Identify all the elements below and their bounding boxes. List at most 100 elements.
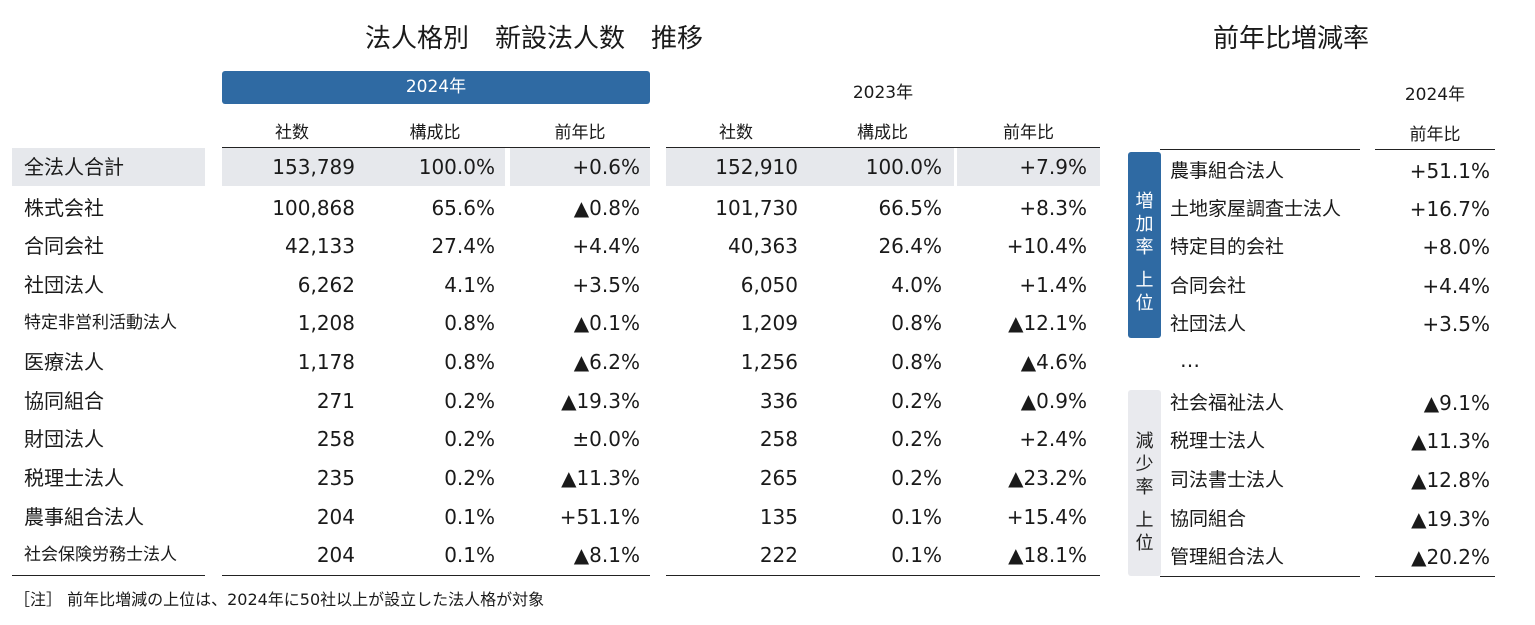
decrease-rank-name: 社会福祉法人 — [1170, 392, 1285, 414]
cell-count-2024: 235 — [316, 466, 355, 490]
increase-rank-name: 農事組合法人 — [1170, 160, 1285, 182]
row-name: 協同組合 — [24, 389, 104, 413]
cell-count-2024: 1,178 — [297, 350, 355, 374]
cell-count-2023: 6,050 — [740, 273, 798, 297]
main-title: 法人格別 新設法人数 推移 — [365, 24, 704, 54]
total-row-shade-2023b — [957, 148, 1100, 186]
cell-count-2024: 42,133 — [285, 234, 355, 258]
col-header-share-2024: 構成比 — [409, 123, 461, 143]
cell-share-2023: 0.1% — [891, 543, 942, 567]
cell-share-2023: 100.0% — [865, 155, 942, 179]
cell-share-2024: 27.4% — [431, 234, 495, 258]
col-header-count-2023: 社数 — [719, 123, 753, 143]
cell-yoy-2024: ▲11.3% — [561, 466, 640, 490]
cell-share-2023: 0.2% — [891, 466, 942, 490]
cell-count-2024: 1,208 — [297, 311, 355, 335]
cell-count-2023: 258 — [759, 427, 798, 451]
decrease-rank-label-text: 減少率上位 — [1135, 431, 1154, 554]
decrease-rank-name: 協同組合 — [1170, 508, 1247, 530]
row-name: 財団法人 — [24, 427, 104, 451]
table-row: 医療法人 1,178 0.8% ▲6.2% 1,256 0.8% ▲4.6% — [0, 343, 1535, 381]
cell-share-2023: 0.8% — [891, 311, 942, 335]
cell-yoy-2024: +51.1% — [559, 505, 640, 529]
ranking-year-header: 2024年 — [1404, 85, 1466, 105]
increase-rank-value: +3.5% — [1422, 312, 1490, 336]
total-row-shade-name — [12, 148, 205, 186]
total-row-shade-2024b — [510, 148, 650, 186]
total-row-shade-2023a — [666, 148, 954, 186]
cell-yoy-2023: +8.3% — [1019, 196, 1087, 220]
cell-share-2024: 0.2% — [444, 389, 495, 413]
cell-count-2023: 152,910 — [715, 155, 798, 179]
year-2023-header: 2023年 — [852, 83, 914, 103]
bottom-rule-2024 — [222, 575, 650, 576]
table-row: 社会保険労務士法人 204 0.1% ▲8.1% 222 0.1% ▲18.1% — [0, 536, 1535, 574]
cell-yoy-2024: ▲6.2% — [573, 350, 640, 374]
cell-count-2024: 6,262 — [297, 273, 355, 297]
bottom-rule-2023 — [666, 575, 1100, 576]
bottom-rule-ranking-name — [1160, 576, 1360, 577]
row-name: 社団法人 — [24, 273, 104, 297]
cell-yoy-2023: +1.4% — [1019, 273, 1087, 297]
cell-share-2023: 26.4% — [878, 234, 942, 258]
cell-count-2023: 265 — [759, 466, 798, 490]
cell-share-2023: 0.2% — [891, 427, 942, 451]
increase-rank-value: +4.4% — [1422, 274, 1490, 298]
decrease-rank-value: ▲19.3% — [1411, 507, 1490, 531]
decrease-rank-name: 管理組合法人 — [1170, 546, 1285, 568]
increase-rank-name: 特定目的会社 — [1170, 236, 1285, 258]
col-header-yoy-2023: 前年比 — [1003, 123, 1054, 143]
decrease-rank-label: 減少率上位 — [1128, 390, 1161, 576]
decrease-rank-value: ▲11.3% — [1411, 429, 1490, 453]
cell-yoy-2024: +4.4% — [572, 234, 640, 258]
total-row-shade-2024a — [222, 148, 505, 186]
decrease-rank-value: ▲20.2% — [1411, 545, 1490, 569]
row-name: 全法人合計 — [24, 155, 124, 179]
bottom-rule-ranking-value — [1375, 576, 1495, 577]
cell-share-2024: 0.8% — [444, 311, 495, 335]
cell-count-2023: 1,209 — [740, 311, 798, 335]
cell-share-2024: 65.6% — [431, 196, 495, 220]
footnote: ［注］ 前年比増減の上位は、2024年に50社以上が設立した法人格が対象 — [14, 590, 545, 609]
decrease-rank-name: 税理士法人 — [1170, 430, 1266, 452]
decrease-rank-value: ▲12.8% — [1411, 468, 1490, 492]
cell-yoy-2024: ±0.0% — [572, 427, 640, 451]
row-name: 合同会社 — [24, 234, 104, 258]
increase-rank-name: 土地家屋調査士法人 — [1170, 198, 1342, 220]
ranking-ellipsis: … — [1180, 348, 1200, 372]
cell-yoy-2023: +2.4% — [1019, 427, 1087, 451]
row-name: 特定非営利活動法人 — [24, 313, 177, 333]
cell-yoy-2024: +3.5% — [572, 273, 640, 297]
cell-share-2024: 4.1% — [444, 273, 495, 297]
cell-share-2023: 4.0% — [891, 273, 942, 297]
cell-yoy-2023: +15.4% — [1006, 505, 1087, 529]
table-row: 農事組合法人 204 0.1% +51.1% 135 0.1% +15.4% — [0, 498, 1535, 536]
cell-share-2024: 0.8% — [444, 350, 495, 374]
row-name: 税理士法人 — [24, 466, 124, 490]
col-header-share-2023: 構成比 — [857, 123, 908, 143]
header-rule-ranking-name — [1160, 149, 1360, 150]
cell-yoy-2024: ▲0.8% — [573, 196, 640, 220]
cell-count-2023: 135 — [759, 505, 798, 529]
cell-count-2024: 204 — [316, 505, 355, 529]
bottom-rule-names — [12, 575, 205, 576]
table-row: 社団法人 6,262 4.1% +3.5% 6,050 4.0% +1.4% — [0, 266, 1535, 304]
cell-yoy-2023: ▲18.1% — [1008, 543, 1087, 567]
cell-share-2024: 0.1% — [444, 505, 495, 529]
table-row: 協同組合 271 0.2% ▲19.3% 336 0.2% ▲0.9% — [0, 382, 1535, 420]
col-header-yoy-2024: 前年比 — [554, 123, 606, 143]
cell-count-2023: 336 — [759, 389, 798, 413]
cell-yoy-2023: ▲0.9% — [1020, 389, 1087, 413]
cell-share-2023: 0.2% — [891, 389, 942, 413]
cell-yoy-2024: ▲19.3% — [561, 389, 640, 413]
header-rule-2023 — [666, 147, 1100, 148]
ranking-col-header: 前年比 — [1409, 125, 1461, 145]
header-rule-ranking-value — [1375, 149, 1495, 150]
ranking-title: 前年比増減率 — [1213, 24, 1370, 54]
increase-rank-value: +51.1% — [1409, 159, 1490, 183]
cell-count-2023: 101,730 — [715, 196, 798, 220]
row-name: 農事組合法人 — [24, 505, 144, 529]
cell-share-2024: 0.2% — [444, 427, 495, 451]
cell-yoy-2023: ▲4.6% — [1020, 350, 1087, 374]
cell-yoy-2023: +10.4% — [1006, 234, 1087, 258]
